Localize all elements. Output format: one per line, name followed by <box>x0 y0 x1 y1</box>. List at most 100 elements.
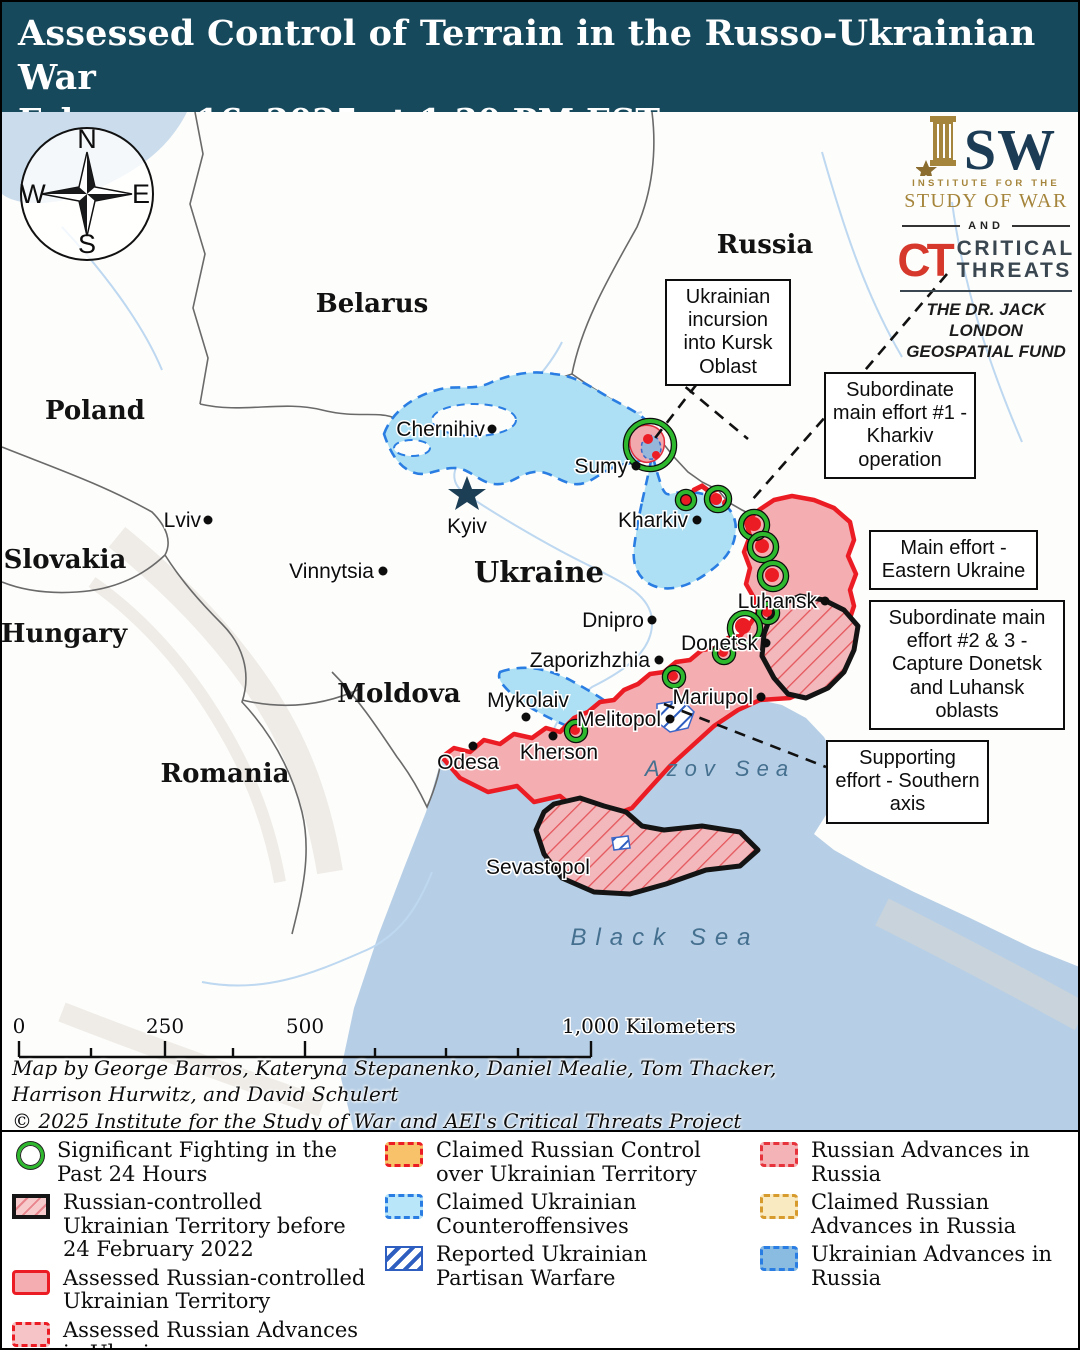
compass-e: E <box>132 179 150 209</box>
city-mariupol: Mariupol <box>671 685 766 711</box>
fund-line1: THE DR. JACK LONDON <box>926 299 1046 340</box>
partisan-patch-crimea <box>611 835 631 851</box>
isw-column-icon <box>915 116 956 176</box>
critical-threats-logo: CT CRITICAL THREATS <box>897 233 1075 286</box>
callout-kharkiv-operation: Subordinate main effort #1 - Kharkiv ope… <box>824 372 976 479</box>
title-bar: Assessed Control of Terrain in the Russo… <box>2 2 1078 140</box>
russian-advances-russia-swatch <box>760 1142 798 1167</box>
callout-kursk-incursion: Ukrainian incursion into Kursk Oblast <box>665 279 791 386</box>
svg-text:Sumy: Sumy <box>574 455 628 478</box>
city-melitopol: Melitopol <box>575 707 675 733</box>
country-label-romania: Romania <box>161 759 290 789</box>
legend-item-claimed-russian-control: Claimed Russian Control over Ukrainian T… <box>385 1138 735 1186</box>
country-label-hungary: Hungary <box>2 619 128 649</box>
country-label-belarus: Belarus <box>316 289 428 319</box>
legend-item-significant-fighting: Significant Fighting in the Past 24 Hour… <box>12 1138 374 1186</box>
don-river <box>821 151 903 358</box>
scale-0: 0 <box>13 1014 26 1038</box>
fighting-blob <box>762 607 772 617</box>
legend-item-russian-controlled: Assessed Russian-controlled Ukrainian Te… <box>12 1266 374 1314</box>
svg-text:Kherson: Kherson <box>520 741 598 764</box>
city-mykolaiv: Mykolaiv <box>486 688 571 722</box>
fighting-blob <box>681 495 691 505</box>
azov-sea-label: Azov Sea <box>643 756 795 781</box>
attribution-line3: © 2025 Institute for the Study of War an… <box>12 1108 742 1132</box>
svg-text:Luhansk: Luhansk <box>738 590 818 613</box>
legend-item-claimed-russian-advances-russia: Claimed Russian Advances in Russia <box>760 1190 1078 1238</box>
map-area: Poland Belarus Russia Slovakia Hungary M… <box>2 112 1078 1132</box>
volga-river <box>951 201 1023 443</box>
moldova-border <box>331 671 443 809</box>
svg-text:Lviv: Lviv <box>164 509 202 532</box>
svg-text:Kyiv: Kyiv <box>447 515 487 538</box>
svg-text:Kharkiv: Kharkiv <box>618 509 689 532</box>
belarus-russia-border <box>571 112 655 375</box>
black-sea-region <box>340 700 1078 1130</box>
svg-text:Zaporizhzhia: Zaporizhzhia <box>530 649 651 672</box>
compass-s: S <box>78 229 96 259</box>
fighting-blob <box>710 493 722 505</box>
scale-250: 250 <box>146 1014 184 1038</box>
svg-text:Mykolaiv: Mykolaiv <box>487 689 569 712</box>
isw-logo: SW <box>898 114 1074 182</box>
scale-bar: 0 250 500 1,000 Kilometers <box>11 1013 737 1059</box>
fighting-blob <box>570 725 580 735</box>
legend-column-3: Russian Advances in Russia Claimed Russi… <box>760 1138 1078 1290</box>
legend-item-claimed-counteroffensives: Claimed Ukrainian Counteroffensives <box>385 1190 735 1238</box>
scale-500: 500 <box>286 1014 324 1038</box>
city-dnipro: Dnipro <box>581 608 657 634</box>
leader-kursk-2 <box>670 374 749 440</box>
svg-text:Mariupol: Mariupol <box>672 686 753 709</box>
callout-main-effort: Main effort - Eastern Ukraine <box>869 530 1038 591</box>
ct-line1: CRITICAL <box>956 237 1075 260</box>
fighting-blob <box>747 517 761 531</box>
callout-southern-axis: Supporting effort - Southern axis <box>826 740 989 824</box>
carpathians-terrain <box>108 526 343 875</box>
fund-divider <box>900 290 1072 292</box>
city-lviv: Lviv <box>162 508 213 534</box>
black-sea-label: Black Sea <box>570 924 759 951</box>
crimea-region <box>533 795 761 897</box>
city-chernihiv: Chernihiv <box>395 417 497 443</box>
russian-controlled-swatch <box>12 1269 50 1295</box>
pre2022-swatch <box>12 1194 50 1220</box>
country-label-moldova: Moldova <box>337 679 461 709</box>
kyiv-star <box>448 476 486 510</box>
claimed-russian-control-swatch <box>385 1142 423 1167</box>
city-sevastopol: Sevastopol <box>485 855 592 881</box>
country-label-poland: Poland <box>45 396 145 426</box>
claimed-counteroffensive-north <box>382 371 659 486</box>
city-vinnytsia: Vinnytsia <box>288 559 388 585</box>
legend-item-russian-advances-russia: Russian Advances in Russia <box>760 1138 1078 1186</box>
map-legend: Significant Fighting in the Past 24 Hour… <box>2 1132 1078 1348</box>
city-kherson: Kherson <box>518 731 600 766</box>
svg-text:Donetsk: Donetsk <box>681 632 759 655</box>
logo-block: SW INSTITUTE FOR THE STUDY OF WAR AND CT… <box>897 114 1075 362</box>
claimed-russian-advances-swatch <box>760 1194 798 1220</box>
city-kharkiv: Kharkiv <box>616 508 702 534</box>
balkans-terrain <box>58 1002 326 1117</box>
fighting-blob <box>765 568 779 582</box>
isw-institute-text: INSTITUTE FOR THE <box>912 178 1060 189</box>
fund-line2: GEOSPATIAL FUND <box>906 342 1066 362</box>
city-luhansk: Luhansk <box>736 589 830 615</box>
ukrainian-advances-swatch <box>760 1246 798 1272</box>
ct-icon: CT <box>897 233 954 286</box>
ct-line2: THREATS <box>956 259 1072 283</box>
legend-item-partisan-warfare: Reported Ukrainian Partisan Warfare <box>385 1242 735 1290</box>
legend-column-2: Claimed Russian Control over Ukrainian T… <box>385 1138 735 1290</box>
fighting-blob <box>643 434 653 444</box>
fighting-blob <box>735 618 751 634</box>
city-sumy: Sumy <box>573 454 641 480</box>
svg-text:Dnipro: Dnipro <box>582 609 644 632</box>
significant-fighting-circles <box>563 417 790 744</box>
city-zaporizhzhia: Zaporizhzhia <box>528 648 664 674</box>
ukraine-war-map: Poland Belarus Russia Slovakia Hungary M… <box>2 112 1078 1130</box>
partisan-warfare-swatch <box>385 1246 423 1272</box>
carpathians-terrain-2 <box>88 577 286 884</box>
danube-river <box>201 871 433 987</box>
isw-acronym: SW <box>963 116 1057 182</box>
caucasus-terrain <box>875 898 1078 1031</box>
poland-border <box>189 112 209 405</box>
